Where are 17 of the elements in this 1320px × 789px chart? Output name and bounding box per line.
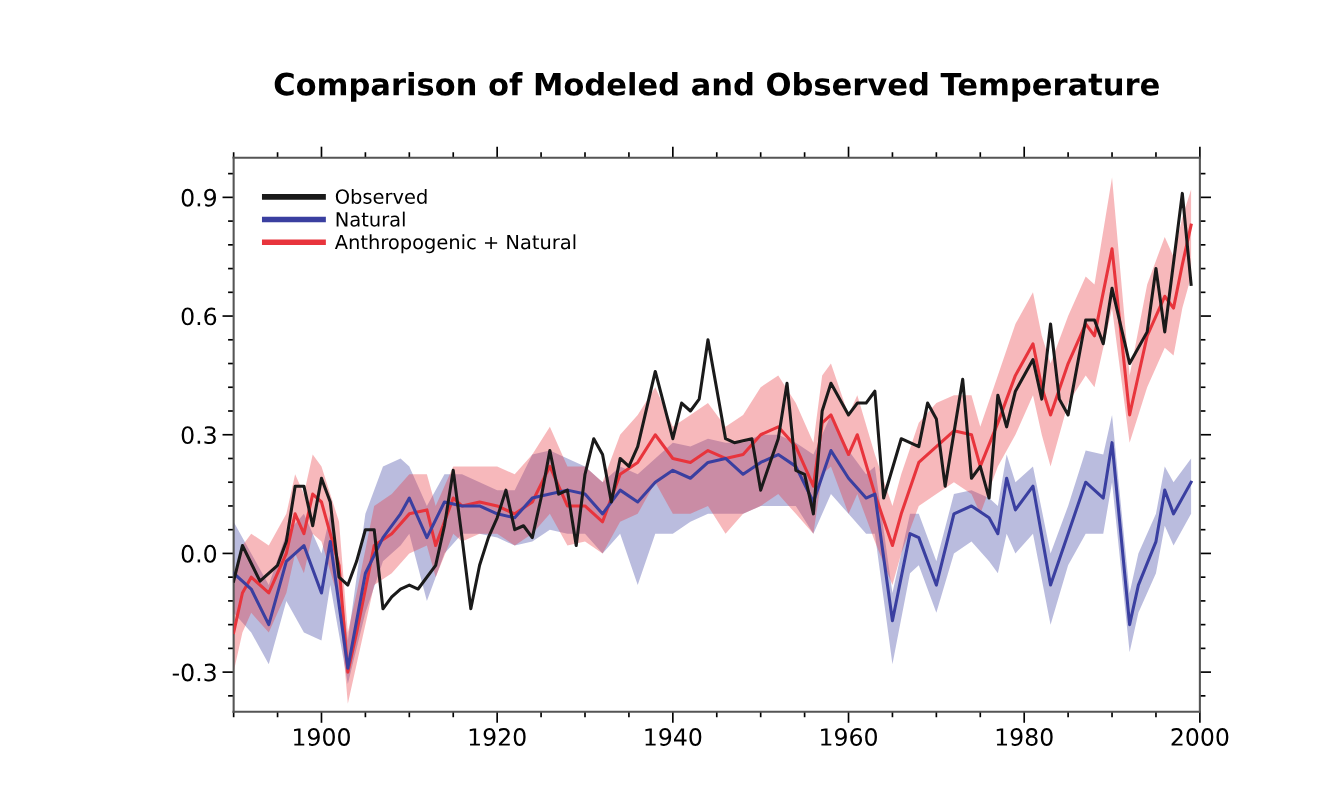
legend-label: Observed xyxy=(335,188,427,204)
legend-label: Natural xyxy=(336,211,405,227)
x-tick-label: 1940 xyxy=(645,728,702,746)
legend-label: Anthropogenic + Natural xyxy=(334,234,576,254)
x-tick-label: 1920 xyxy=(469,728,526,746)
x-tick-label: 2000 xyxy=(1171,728,1229,746)
y-tick-label: 0.6 xyxy=(181,307,217,326)
chart-title: Comparison of Modeled and Observed Temperature xyxy=(274,72,1159,102)
line-series xyxy=(233,191,1193,611)
y-tick-label: 0.9 xyxy=(181,188,217,207)
x-tick-label: 1960 xyxy=(821,728,877,746)
y-tick-label: 0.0 xyxy=(181,544,217,563)
x-tick-label: 1900 xyxy=(294,728,350,746)
y-tick-label: -0.3 xyxy=(172,663,216,682)
x-tick-label: 1980 xyxy=(996,728,1053,746)
y-tick-label: 0.3 xyxy=(181,426,216,445)
line-series xyxy=(233,441,1193,670)
